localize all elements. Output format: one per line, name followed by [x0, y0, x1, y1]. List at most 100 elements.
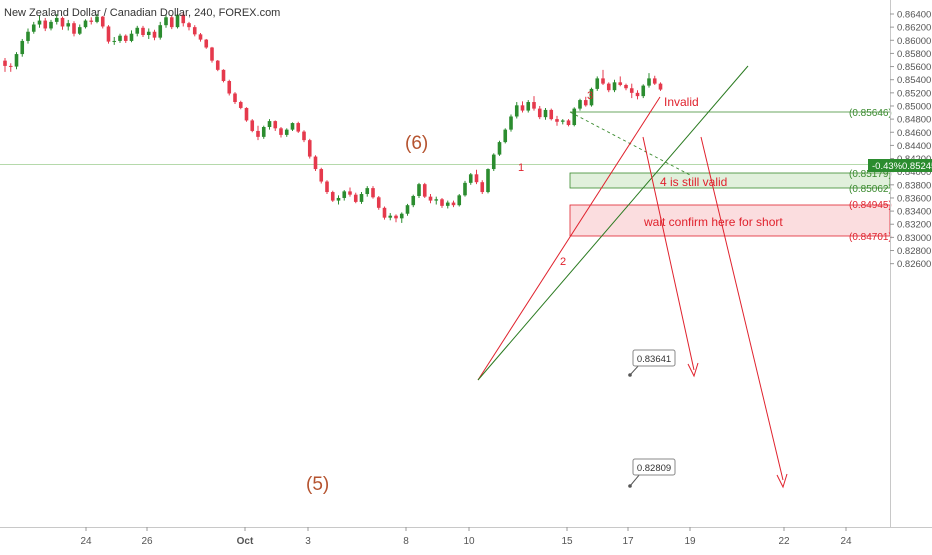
candle-body	[307, 140, 312, 157]
callout-label: 0.82809	[637, 463, 671, 474]
candle-body	[14, 54, 19, 67]
red-zone	[569, 204, 891, 237]
candle-body	[169, 17, 174, 28]
candle-body	[158, 25, 163, 38]
candle-body	[342, 191, 347, 198]
green-zone	[569, 172, 891, 189]
candle-body	[509, 116, 513, 130]
candle	[3, 58, 7, 72]
wave-1-label: 1	[518, 162, 524, 174]
current-price: 0.85245	[902, 161, 932, 172]
candle	[572, 107, 577, 127]
candle-body	[215, 60, 220, 70]
candle-body	[43, 20, 48, 29]
candle-body	[629, 88, 634, 93]
candle	[141, 25, 145, 37]
chart-title: New Zealand Dollar / Canadian Dollar, 24…	[4, 7, 280, 19]
candle-body	[290, 123, 295, 130]
y-tick-label: 0.86000	[897, 36, 931, 47]
candle	[612, 79, 617, 93]
x-tick-label: 17	[622, 536, 634, 547]
candle-body	[152, 31, 157, 38]
candle	[204, 38, 209, 49]
candle-body	[187, 23, 191, 28]
candle-body	[313, 156, 318, 170]
candle	[198, 33, 203, 42]
x-tick-label: 15	[561, 536, 573, 547]
candle	[210, 46, 214, 63]
y-tick-label: 0.83400	[897, 207, 931, 218]
candle	[463, 180, 467, 197]
candle	[537, 105, 542, 120]
candle-body	[583, 100, 588, 106]
candle-body	[440, 199, 444, 206]
x-tick-label: 10	[463, 536, 475, 547]
y-tick-label: 0.86200	[897, 23, 931, 34]
candle	[72, 21, 76, 37]
candle	[187, 21, 191, 31]
candle-body	[445, 202, 450, 206]
wait-short-label: wait confirm here for short	[643, 215, 783, 229]
candle	[89, 17, 94, 25]
candle-body	[606, 83, 611, 91]
candle-body	[175, 14, 180, 28]
candle-body	[652, 78, 657, 84]
candle-body	[589, 88, 594, 106]
x-tick-label: Oct	[237, 536, 254, 547]
candle	[49, 19, 53, 31]
candle	[77, 24, 82, 36]
candle-body	[227, 81, 232, 94]
y-tick-label: 0.85800	[897, 49, 931, 60]
candle	[244, 107, 249, 122]
candle-body	[37, 20, 42, 25]
wave-2-label: 2	[560, 256, 566, 268]
candle	[261, 125, 266, 139]
x-tick-label: 8	[403, 536, 409, 547]
candle	[215, 59, 220, 72]
candle	[95, 14, 99, 24]
y-tick-label: 0.83800	[897, 180, 931, 191]
candle-body	[244, 107, 249, 121]
candle	[66, 19, 71, 31]
candle-body	[192, 27, 197, 35]
candle-body	[49, 21, 53, 29]
candle-body	[250, 120, 255, 131]
candle-body	[457, 195, 462, 206]
y-tick-label: 0.84800	[897, 115, 931, 126]
candle	[652, 75, 657, 85]
candle-body	[497, 142, 502, 155]
candle	[83, 19, 88, 29]
candle	[658, 82, 663, 91]
candle	[635, 90, 640, 100]
y-tick-label: 0.83600	[897, 193, 931, 204]
candle-body	[480, 182, 485, 193]
candle-body	[129, 33, 134, 41]
candle	[371, 186, 375, 199]
candle	[376, 195, 381, 210]
candle-body	[66, 23, 71, 27]
candle-body	[233, 93, 237, 103]
candle-body	[474, 174, 479, 183]
arrow-head-1	[687, 362, 699, 378]
candle-body	[325, 181, 329, 193]
candle-body	[348, 191, 352, 195]
y-tick-label: 0.85400	[897, 75, 931, 86]
candle-body	[210, 47, 214, 61]
candle	[152, 29, 157, 41]
candle	[417, 182, 421, 198]
candle	[566, 119, 571, 127]
candle	[503, 128, 508, 144]
y-tick-label: 0.84600	[897, 128, 931, 139]
candle-body	[72, 23, 76, 34]
candle-body	[77, 27, 82, 34]
candle	[445, 200, 450, 209]
candle-body	[658, 83, 663, 90]
candle-body	[405, 205, 410, 214]
candle	[250, 119, 255, 133]
candle-body	[595, 78, 600, 89]
candle	[164, 14, 168, 28]
candle-body	[353, 194, 358, 202]
y-tick-label: 0.86400	[897, 10, 931, 21]
candle	[549, 108, 554, 121]
